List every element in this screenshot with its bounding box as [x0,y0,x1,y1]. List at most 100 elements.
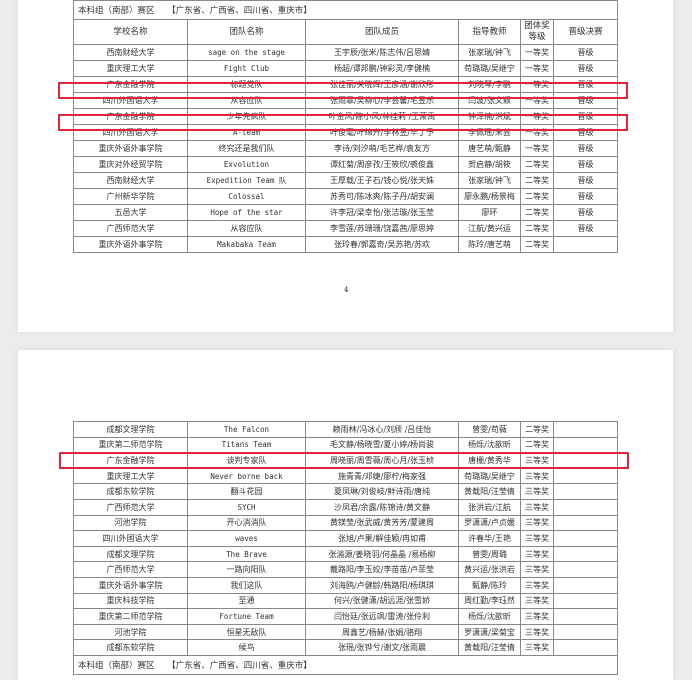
team-members-cell: 闫怡廷/张远飒/雷涛/张伶利 [305,608,459,625]
school-name-cell: 成都东软学院 [73,483,188,500]
column-header-team-members: 团队成员 [305,19,459,45]
team-members-cell: 李雪莲/苏珊珊/饶嘉茜/廖思婷 [305,220,459,237]
advisor-cell: 罗潇潇/卢贞媛 [458,514,521,532]
table-row: 成都东软学院 候鸟 张瑶/张铧兮/谢文/张雨晨 黄载阳/汪莹倩 三等奖 [73,639,618,656]
table-row: 五邑大学 Hope of the star 许李冠/梁幸怡/张洁璇/张玉莹 廖环 二等奖… [73,204,619,221]
team-members-cell: 夏凤琳/刘俊岐/鲜诗雨/唐纯 [305,483,459,500]
school-name-cell: 重庆外语外事学院 [73,576,188,594]
school-name-cell: 重庆理工大学 [73,467,188,485]
award-level-cell: 一等奖 [520,44,554,61]
advisor-cell: 唐栅/黄秀华 [458,452,521,469]
table-row: 四川外国语大学 从容应队 张雨霏/吴柳心/李芸馨/毛昱乐 闫波/张文颖 一等奖 晋级 [73,92,619,109]
team-members-cell: 黄镁莹/张武威/黄芳芳/蒙建周 [305,514,459,532]
advisor-cell: 周红勤/李珏然 [458,592,521,610]
team-name-cell: 标题党队 [187,76,306,93]
advance-status-cell [553,576,618,594]
award-level-cell: 一等奖 [520,60,554,77]
school-name-cell: 重庆第二师范学院 [73,608,188,625]
advisor-cell: 闫波/张文颖 [458,92,521,109]
advisor-cell: 唐艺萌/甄静 [458,140,521,157]
award-level-cell: 三等奖 [520,452,554,469]
team-members-cell: 叶金风/陈小风/林桂莉 /王萧禹 [305,108,459,125]
award-level-cell: 一等奖 [520,124,554,141]
team-name-cell: Makabaka Team [187,236,306,253]
team-name-cell: Colossal [187,188,306,205]
advance-status-cell [553,639,618,656]
team-members-cell: 赖雨林/冯冰心/刘颀 /吕佳怡 [305,421,459,438]
award-level-cell: 三等奖 [520,483,554,500]
table-row: 广西师范大学 从容应队 李雪莲/苏珊珊/饶嘉茜/廖思婷 江航/黄兴运 二等奖 晋级 [73,220,619,237]
table-row: 广西师范大学 SYCH 沙凤君/余露/陈锦诗/黄文静 张洪岩/江航 三等奖 [73,498,618,516]
award-level-cell: 一等奖 [520,92,554,109]
team-members-cell: 杨超/谭邦鹏/钟彩灵/李健楠 [305,60,459,77]
next-region-title: 本科组（南部）赛区 【广东省、广西省、四川省、重庆市】 [73,654,618,675]
advisor-cell: 刘晓琴/李鹏 [458,76,521,93]
advance-status-cell [553,608,618,625]
team-members-cell: 张玲春/郭嘉奇/吴苏艳/苏欢 [305,236,459,253]
advisor-cell: 罗潇潇/梁菊宝 [458,623,521,641]
table-row: 成都东软学院 翻斗花园 夏凤琳/刘俊岐/鲜诗雨/唐纯 黄载阳/汪莹倩 三等奖 [73,483,618,500]
column-header-award-level: 团体奖等级 [520,19,554,45]
advisor-cell: 许春华/王艳 [458,530,521,547]
team-name-cell: Hope of the star [187,204,306,221]
school-name-cell: 广州新华学院 [73,188,188,205]
team-name-cell: 我们这队 [187,576,306,594]
team-members-cell: 张雨霏/吴柳心/李芸馨/毛昱乐 [305,92,459,109]
team-name-cell: 开心消消队 [187,514,306,532]
advisor-cell: 曾雯/苟薇 [458,421,521,438]
award-level-cell: 三等奖 [520,467,554,485]
column-header-school-name: 学校名称 [73,19,188,45]
table-row: 成都文理学院 The Falcon 赖雨林/冯冰心/刘颀 /吕佳怡 曾雯/苟薇 二等奖 [73,421,618,438]
advance-status-cell: 晋级 [552,92,619,109]
school-name-cell: 广东金融学院 [73,108,188,125]
team-members-cell: 张瑶/张铧兮/谢文/张雨晨 [305,639,459,656]
award-level-cell: 三等奖 [520,608,554,625]
award-level-cell: 三等奖 [520,545,554,563]
school-name-cell: 成都文理学院 [73,421,188,438]
advisor-cell: 贺启静/胡筱 [458,156,521,173]
table-row: 重庆理工大学 Fight Club 杨超/谭邦鹏/钟彩灵/李健楠 苟璐璐/吴继宁 一等奖… [73,60,619,77]
team-members-cell: 毛文静/杨晓雪/夏小婷/杨尚骏 [305,436,459,454]
advance-status-cell: 晋级 [552,60,619,77]
award-level-cell: 二等奖 [520,436,554,454]
award-level-cell: 二等奖 [520,236,554,253]
team-name-cell: 翻斗花园 [187,483,306,500]
team-members-cell: 王宇辰/张米/陈志伟/吕思婧 [305,44,459,61]
advisor-cell: 廖环 [458,204,521,221]
column-header-advisor: 指导教师 [458,19,521,45]
document-page-5: 成都文理学院 The Falcon 赖雨林/冯冰心/刘颀 /吕佳怡 曾雯/苟薇 二等奖重… [18,350,673,680]
team-name-cell: sage on the stage [187,44,306,61]
advance-status-cell: 晋级 [552,204,619,221]
results-table-south-continued: 成都文理学院 The Falcon 赖雨林/冯冰心/刘颀 /吕佳怡 曾雯/苟薇 二等奖重… [73,421,618,675]
page-number: 4 [344,286,349,294]
team-name-cell: 恒星无敌队 [187,623,306,641]
award-level-cell: 一等奖 [520,140,554,157]
team-name-cell: SYCH [187,498,306,516]
advisor-cell: 张洪岩/江航 [458,498,521,516]
team-members-cell: 何兴/张健潇/胡远涯/张雪娇 [305,592,459,610]
advisor-cell: 杨烁/沈歆昕 [458,608,521,625]
school-name-cell: 广东金融学院 [73,452,188,469]
team-members-cell: 王厚载/王子石/钱心悦/张天姝 [305,172,459,189]
award-level-cell: 二等奖 [520,188,554,205]
award-level-cell: 二等奖 [520,172,554,189]
advance-status-cell: 晋级 [552,76,619,93]
advance-status-cell [553,452,618,469]
table-row: 重庆对外经贸学院 Exvolution 谭红菊/周彦孜/王筱欣/裘俊鑫 贺启静/胡筱二… [73,156,619,173]
table-row: 重庆外语外事学院 我们这队 刘海鸥/卢健龄/韩路阳/杨琪琪 甄静/陈玲 三等奖 [73,576,618,594]
team-name-cell: A-team [187,124,306,141]
team-members-cell: 周晓丽/周雪薇/周心月/张玉桢 [305,452,459,469]
team-name-cell: 从容应队 [187,92,306,109]
table-row: 重庆理工大学 Never borne back 施青青/邓婕/廖柠/梅家强 苟璐璐/吴… [73,467,618,485]
team-members-cell: 戴路阳/李玉姣/李苗苗/卢菲莹 [305,561,459,578]
team-members-cell: 苏秀可/陈冰爽/陈子丹/胡安澜 [305,188,459,205]
advance-status-cell [552,236,619,253]
advance-status-cell [553,421,618,438]
school-name-cell: 四川外国语大学 [73,92,188,109]
advance-status-cell: 晋级 [552,156,619,173]
award-level-cell: 三等奖 [520,498,554,516]
award-level-cell: 二等奖 [520,421,554,438]
advance-status-cell: 晋级 [552,220,619,237]
table-row: 重庆外语外事学院 终究还是我们队 李诗/刘汐萌/毛艺桦/袁友方 唐艺萌/甄静 一等奖 晋级 [73,140,619,157]
school-name-cell: 重庆外语外事学院 [73,140,188,157]
